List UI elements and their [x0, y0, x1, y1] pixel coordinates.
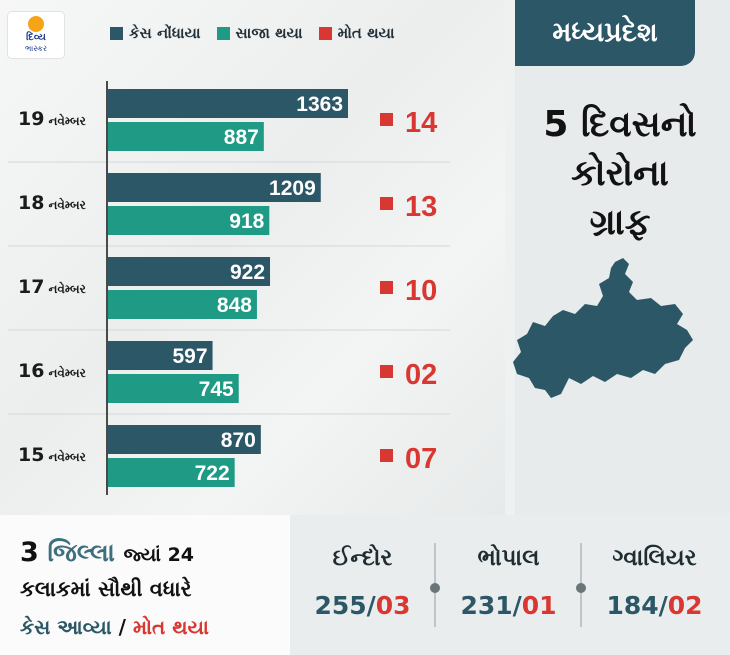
legend-item-cases: કેસ નોંધાયા [110, 24, 201, 42]
district-headline-rest: જ્યાં 24 [123, 544, 195, 566]
death-value: 13 [405, 191, 437, 223]
label-separator: / [118, 615, 126, 639]
logo-text-1: દિવ્ય [26, 32, 46, 43]
death-marker [380, 449, 393, 462]
state-map-icon [513, 258, 693, 398]
bottom-section: 3 જિલ્લા જ્યાં 24 કલાકમાં સૌથી વધારે કેસ… [0, 515, 730, 655]
chart-title: 5 દિવસનો કોરોના ગ્રાફ [520, 100, 720, 247]
legend-label-deaths: મોત થયા [337, 24, 395, 42]
city-stats: ઈન્દોર 255/03 ભોપાલ 231/01 ગ્વાલિયર 184/… [290, 515, 730, 655]
bar-recovered [107, 374, 239, 403]
district-labels: કેસ આવ્યા / મોત થયા [20, 615, 209, 639]
title-panel [515, 0, 730, 515]
bar-label-recovered: 848 [217, 294, 252, 317]
bar-recovered [107, 290, 257, 319]
district-word: જિલ્લા [47, 538, 115, 567]
category-label: 17 નવેમ્બર [18, 276, 87, 298]
city-gwalior: ગ્વાલિયર 184/02 [582, 545, 727, 620]
city-cases: 231 [460, 591, 513, 620]
legend-label-recovered: સાજા થયા [235, 24, 303, 42]
city-slash: / [366, 591, 376, 620]
title-line-3: ગ્રાફ [589, 202, 651, 243]
bar-label-cases: 870 [221, 429, 256, 452]
city-deaths: 01 [521, 591, 557, 620]
city-deaths: 03 [375, 591, 411, 620]
death-value: 07 [405, 443, 437, 475]
death-marker [380, 365, 393, 378]
legend-label-cases: કેસ નોંધાયા [129, 24, 201, 42]
death-value: 14 [405, 107, 437, 139]
sun-icon [28, 16, 44, 32]
bar-label-cases: 1209 [269, 177, 316, 200]
label-deaths: મોત થયા [132, 615, 209, 639]
bar-label-cases: 597 [173, 345, 208, 368]
death-marker [380, 197, 393, 210]
divider [430, 543, 440, 627]
bar-cases [107, 257, 271, 286]
death-marker [380, 281, 393, 294]
label-cases: કેસ આવ્યા [20, 615, 112, 639]
bar-recovered [107, 122, 264, 151]
district-subline: કલાકમાં સૌથી વધારે [20, 577, 192, 601]
category-label: 19 નવેમ્બર [18, 108, 87, 130]
bar-recovered [107, 458, 235, 487]
death-value: 10 [405, 275, 437, 307]
legend-item-deaths: મોત થયા [318, 24, 395, 42]
bar-cases [107, 173, 321, 202]
city-slash: / [512, 591, 522, 620]
brand-logo: દિવ્ય ભાસ્કર [8, 12, 64, 58]
category-label: 15 નવેમ્બર [18, 444, 87, 466]
bar-label-recovered: 887 [224, 126, 259, 149]
legend-swatch-deaths [318, 26, 332, 40]
legend-swatch-recovered [216, 26, 230, 40]
bar-label-recovered: 745 [199, 378, 234, 401]
divider-dot [576, 583, 586, 593]
district-summary: 3 જિલ્લા જ્યાં 24 કલાકમાં સૌથી વધારે કેસ… [0, 515, 290, 655]
bar-cases [107, 425, 261, 454]
city-value: 231/01 [436, 591, 581, 620]
city-value: 255/03 [290, 591, 435, 620]
city-slash: / [658, 591, 668, 620]
legend-swatch-cases [110, 26, 123, 40]
chart-legend: કેસ નોંધાયા સાજા થયા મોત થયા [110, 24, 395, 42]
bar-label-recovered: 918 [229, 210, 264, 233]
bar-label-recovered: 722 [195, 462, 230, 485]
logo-text-2: ભાસ્કર [24, 44, 48, 53]
district-count: 3 [20, 537, 39, 568]
city-deaths: 02 [667, 591, 703, 620]
title-line-1: 5 દિવસનો [543, 104, 697, 145]
city-cases: 255 [314, 591, 367, 620]
bar-cases [107, 89, 348, 118]
death-marker [380, 113, 393, 126]
city-indore: ઈન્દોર 255/03 [290, 545, 435, 620]
city-bhopal: ભોપાલ 231/01 [436, 545, 581, 620]
death-value: 02 [405, 359, 437, 391]
divider [576, 543, 586, 627]
district-headline: 3 જિલ્લા જ્યાં 24 [20, 537, 194, 568]
city-cases: 184 [606, 591, 659, 620]
bar-label-cases: 922 [230, 261, 265, 284]
bar-label-cases: 1363 [296, 93, 343, 116]
legend-item-recovered: સાજા થયા [216, 24, 303, 42]
title-line-2: કોરોના [571, 153, 669, 194]
bar-recovered [107, 206, 270, 235]
category-label: 16 નવેમ્બર [18, 360, 87, 382]
city-name: ગ્વાલિયર [612, 545, 697, 571]
city-value: 184/02 [582, 591, 727, 620]
category-label: 18 નવેમ્બર [18, 192, 87, 214]
bar-cases [107, 341, 213, 370]
state-name: મધ્યપ્રદેશ [515, 0, 695, 66]
divider-dot [430, 583, 440, 593]
city-name: ભોપાલ [477, 545, 540, 571]
city-name: ઈન્દોર [332, 545, 393, 571]
